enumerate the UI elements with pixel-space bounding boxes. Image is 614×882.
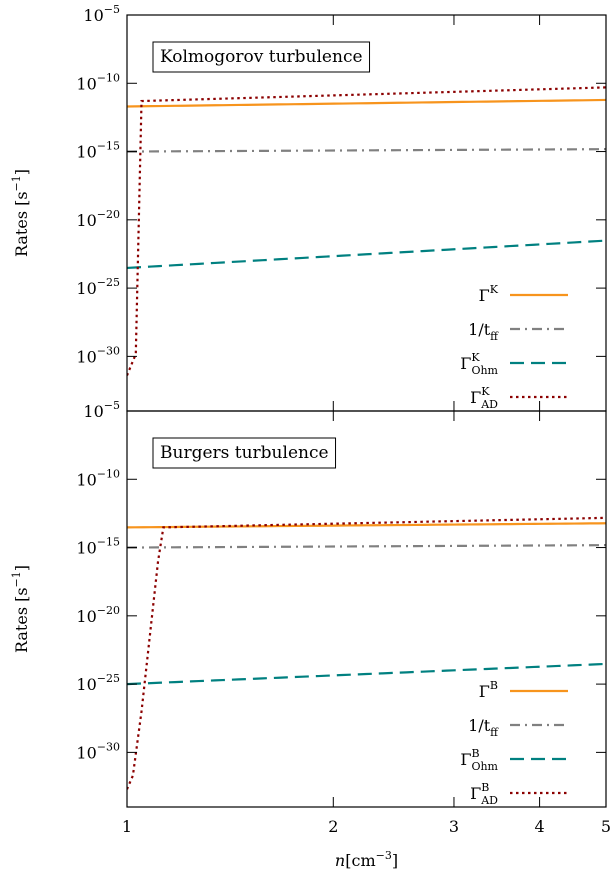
annotation-box [152, 41, 371, 73]
x-axis-label: n[cm−3] [335, 849, 398, 870]
legend-item: ΓK AD [470, 385, 568, 411]
legend-label: ΓB Ohm [460, 747, 498, 773]
panel-1: 10−30 10−25 10−20 10−15 10−10 10−5 Rates [s−1]… [10, 3, 607, 412]
legend-label: ΓK [479, 283, 499, 305]
y-tick-label: 10−20 [76, 208, 120, 230]
x-tick-label: 5 [601, 817, 611, 836]
series-line-4 [127, 516, 606, 790]
legend-label: ΓB [479, 679, 498, 701]
y-tick-label: 10−25 [76, 672, 120, 694]
annotation-text: Kolmogorov turbulence [160, 47, 363, 67]
legend-item: ΓK [479, 283, 568, 305]
legend-item: ΓB AD [470, 781, 568, 807]
legend-item: ΓB [479, 679, 568, 701]
y-tick-label: 10−30 [76, 344, 120, 366]
legend-label: ΓB AD [470, 781, 498, 807]
panel-2: 1 2 3 4 5 10−30 10−25 10−20 10−15 10−10 10−5 Rates … [10, 399, 611, 870]
legend: ΓK 1/tff ΓK Ohm ΓK AD [460, 283, 568, 411]
y-axis-label: Rates [s−1] [10, 565, 31, 653]
y-tick-label: 10−5 [83, 3, 120, 25]
series-group [127, 86, 606, 376]
x-tick-label: 1 [122, 817, 132, 836]
legend-item: ΓK Ohm [460, 351, 568, 377]
legend-label: ΓK AD [470, 385, 498, 411]
legend-label: ΓK Ohm [460, 351, 498, 377]
series-line-1 [127, 98, 606, 108]
series-line-3 [127, 662, 606, 686]
series-group [127, 516, 606, 790]
annotation-box [152, 437, 337, 469]
series-line-4 [127, 86, 606, 376]
x-tick-label: 3 [449, 817, 459, 836]
y-axis-label: Rates [s−1] [10, 169, 31, 257]
plot-frame [126, 410, 607, 808]
panel-annotation: Kolmogorov turbulence [152, 41, 371, 73]
legend: ΓB 1/tff ΓB Ohm ΓB AD [460, 679, 568, 807]
series-line-2 [127, 544, 606, 549]
x-tick-label: 2 [328, 817, 338, 836]
legend-item: 1/tff [468, 320, 568, 343]
annotation-text: Burgers turbulence [160, 443, 329, 463]
y-tick-label: 10−10 [76, 467, 120, 489]
y-tick-label: 10−10 [76, 71, 120, 93]
y-tick-label: 10−30 [76, 740, 120, 762]
x-tick-label: 4 [534, 817, 544, 836]
y-tick-label: 10−25 [76, 276, 120, 298]
y-tick-label: 10−15 [76, 536, 120, 558]
series-line-3 [127, 239, 606, 270]
legend-item: ΓB Ohm [460, 747, 568, 773]
y-tick-label: 10−5 [83, 399, 120, 421]
y-tick-label: 10−15 [76, 140, 120, 162]
series-line-2 [127, 148, 606, 153]
y-tick-label: 10−20 [76, 604, 120, 626]
plot-frame [126, 14, 607, 412]
legend-label: 1/tff [468, 716, 499, 739]
panel-annotation: Burgers turbulence [152, 437, 337, 469]
legend-label: 1/tff [468, 320, 499, 343]
legend-item: 1/tff [468, 716, 568, 739]
